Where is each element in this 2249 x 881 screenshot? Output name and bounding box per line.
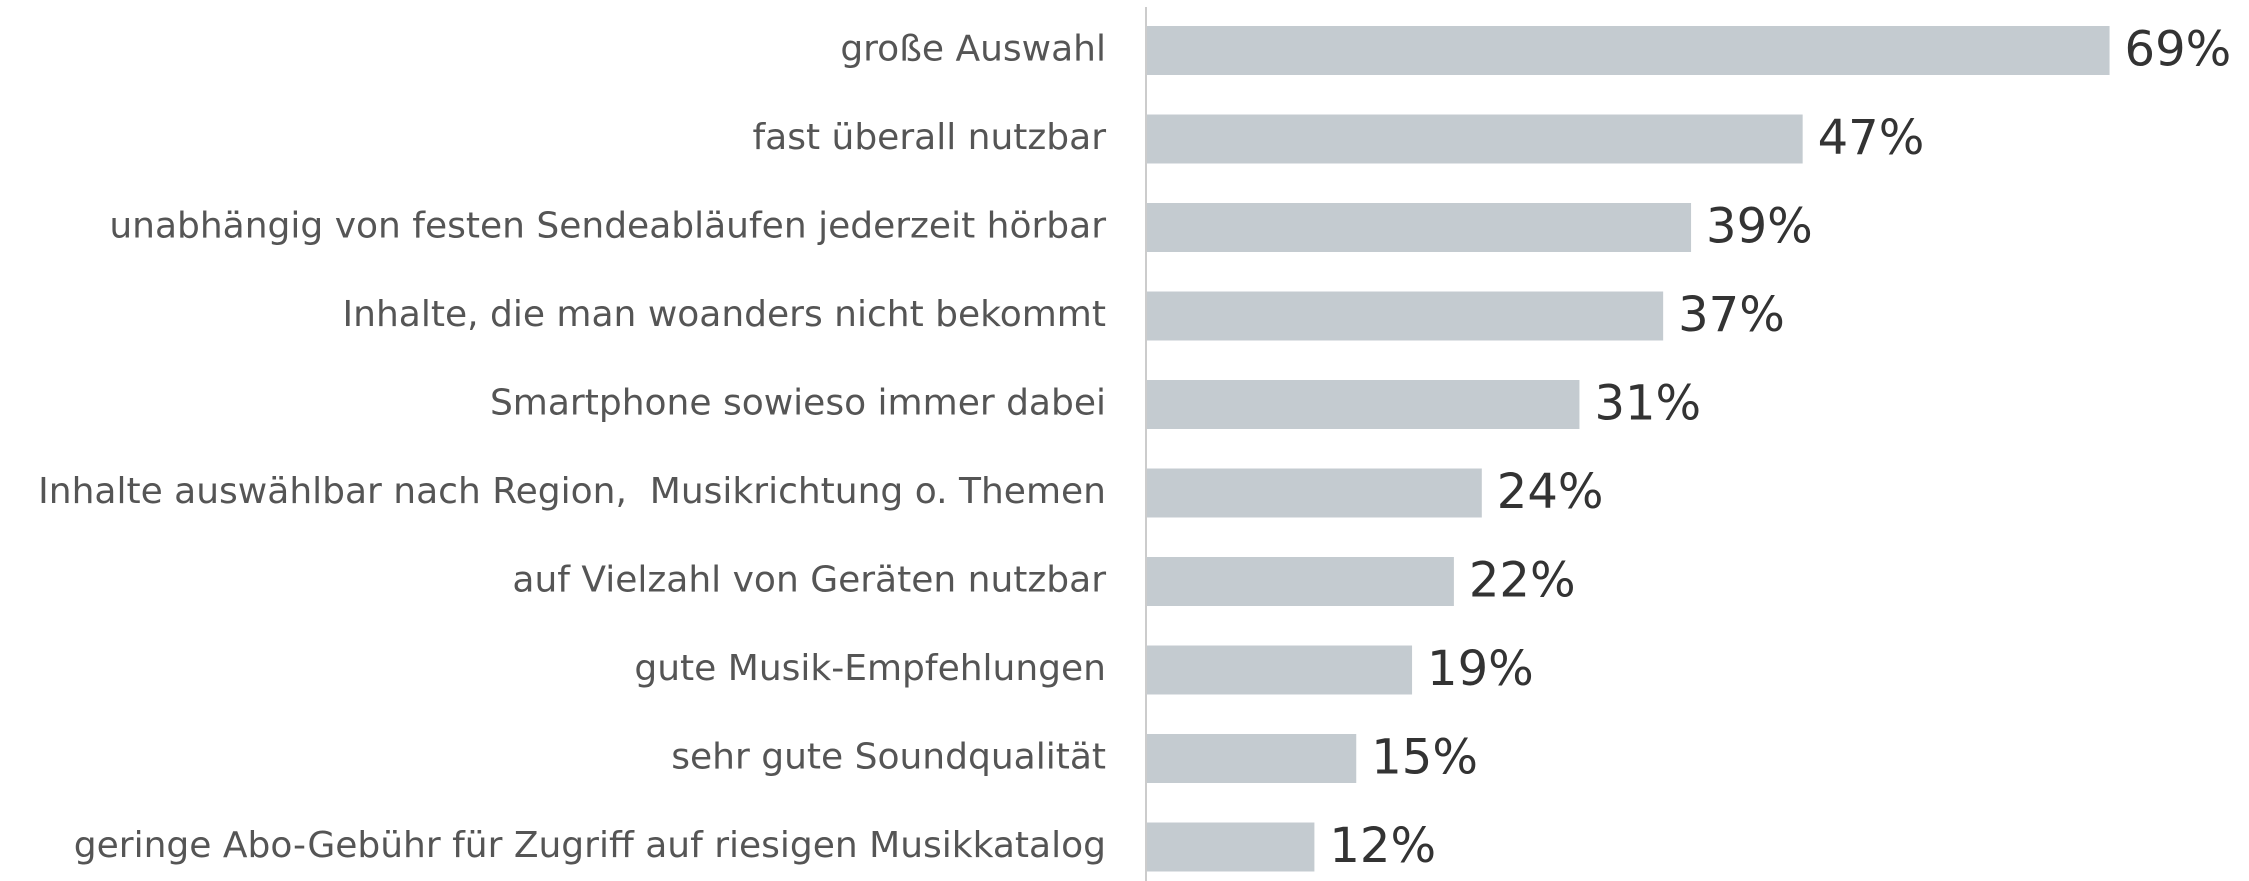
bar xyxy=(1147,822,1315,872)
bar xyxy=(1147,26,2110,75)
value-label: 31% xyxy=(1594,376,1701,432)
bar xyxy=(1147,291,1664,341)
category-label: Smartphone sowieso immer dabei xyxy=(490,383,1106,424)
category-label: gute Musik-Empfehlungen xyxy=(634,648,1106,689)
bar xyxy=(1147,114,1803,164)
value-label: 24% xyxy=(1497,464,1604,520)
bar xyxy=(1147,468,1482,518)
category-label: fast überall nutzbar xyxy=(752,117,1106,158)
value-label: 22% xyxy=(1469,553,1576,609)
bar xyxy=(1147,203,1692,252)
category-label: geringe Abo-Gebühr für Zugriff auf riesi… xyxy=(74,825,1106,866)
value-label: 39% xyxy=(1706,199,1813,255)
value-label: 19% xyxy=(1427,641,1534,697)
category-label: auf Vielzahl von Geräten nutzbar xyxy=(512,560,1106,601)
category-label: sehr gute Soundqualität xyxy=(671,737,1106,778)
value-label: 47% xyxy=(1818,110,1925,166)
bar xyxy=(1147,645,1413,695)
bar xyxy=(1147,734,1357,783)
value-label: 69% xyxy=(2125,22,2232,78)
category-label: Inhalte, die man woanders nicht bekommt xyxy=(343,294,1106,335)
bar xyxy=(1147,380,1580,429)
category-label: Inhalte auswählbar nach Region, Musikric… xyxy=(38,471,1106,512)
category-label: große Auswahl xyxy=(840,29,1106,70)
value-label: 15% xyxy=(1371,730,1478,786)
category-label: unabhängig von festen Sendeabläufen jede… xyxy=(109,206,1106,247)
bar xyxy=(1147,557,1454,606)
value-label: 37% xyxy=(1678,287,1785,343)
value-label: 12% xyxy=(1329,818,1436,874)
